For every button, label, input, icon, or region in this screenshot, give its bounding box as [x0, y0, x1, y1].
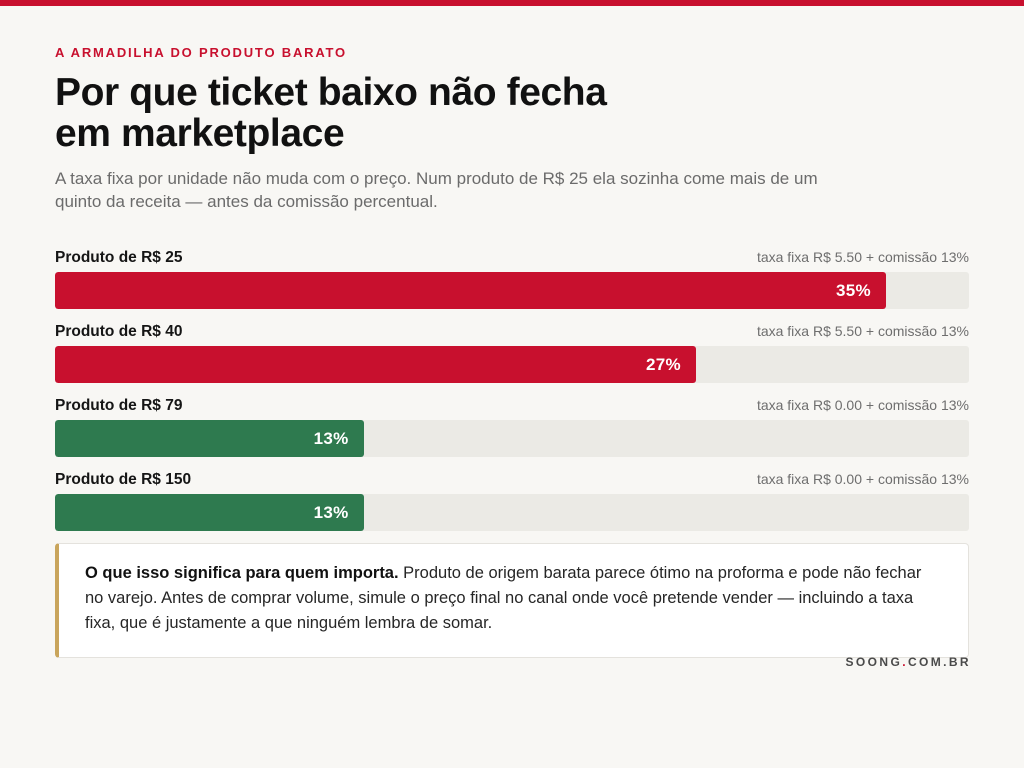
brand-footer: SOONG.COM.BR — [846, 655, 971, 669]
fee-note: taxa fixa R$ 0.00 + comissão 13% — [756, 397, 969, 413]
bar: 27% — [55, 346, 696, 383]
category-label: Produto de R$ 25 — [55, 249, 183, 266]
bar-track: 13% — [55, 494, 969, 531]
bar-chart: Produto de R$ 25 taxa fixa R$ 5.50 + com… — [55, 247, 969, 531]
top-accent-bar — [0, 0, 1024, 6]
brand-domain: COM.BR — [907, 655, 971, 669]
callout-text: O que isso significa para quem importa. … — [85, 561, 931, 636]
content: A ARMADILHA DO PRODUTO BARATO Por que ti… — [55, 0, 969, 658]
fee-note: taxa fixa R$ 5.50 + comissão 13% — [756, 249, 969, 265]
bar-row-header: Produto de R$ 25 taxa fixa R$ 5.50 + com… — [55, 247, 969, 267]
bar: 13% — [55, 494, 364, 531]
bar-row-header: Produto de R$ 79 taxa fixa R$ 0.00 + com… — [55, 395, 969, 415]
page-title: Por que ticket baixo não fecha em market… — [55, 71, 607, 155]
callout-lead: O que isso significa para quem importa. — [85, 564, 399, 582]
brand-name: SOONG — [845, 655, 903, 669]
category-label: Produto de R$ 40 — [55, 323, 183, 340]
bar-row-header: Produto de R$ 40 taxa fixa R$ 5.50 + com… — [55, 321, 969, 341]
brand-dot: . — [902, 655, 908, 669]
bar-track: 35% — [55, 272, 969, 309]
bar-row: Produto de R$ 40 taxa fixa R$ 5.50 + com… — [55, 321, 969, 383]
fee-note: taxa fixa R$ 5.50 + comissão 13% — [756, 323, 969, 339]
bar-row: Produto de R$ 25 taxa fixa R$ 5.50 + com… — [55, 247, 969, 309]
value-label: 13% — [313, 502, 349, 522]
value-label: 35% — [835, 280, 871, 300]
bar: 13% — [55, 420, 364, 457]
callout-body: Produto de origem barata parece ótimo na… — [85, 564, 922, 632]
value-label: 27% — [646, 354, 681, 374]
bar: 35% — [55, 272, 886, 309]
page-subtitle: A taxa fixa por unidade não muda com o p… — [55, 169, 818, 211]
category-label: Produto de R$ 150 — [55, 471, 192, 488]
category-label: Produto de R$ 79 — [55, 397, 183, 414]
fee-note: taxa fixa R$ 0.00 + comissão 13% — [756, 471, 969, 487]
bar-track: 27% — [55, 346, 969, 383]
bar-track: 13% — [55, 420, 969, 457]
bar-row: Produto de R$ 79 taxa fixa R$ 0.00 + com… — [55, 395, 969, 457]
bar-row-header: Produto de R$ 150 taxa fixa R$ 0.00 + co… — [55, 469, 969, 489]
bar-row: Produto de R$ 150 taxa fixa R$ 0.00 + co… — [55, 469, 969, 531]
takeaway-callout: O que isso significa para quem importa. … — [55, 543, 969, 658]
kicker: A ARMADILHA DO PRODUTO BARATO — [55, 45, 347, 60]
value-label: 13% — [313, 428, 349, 448]
